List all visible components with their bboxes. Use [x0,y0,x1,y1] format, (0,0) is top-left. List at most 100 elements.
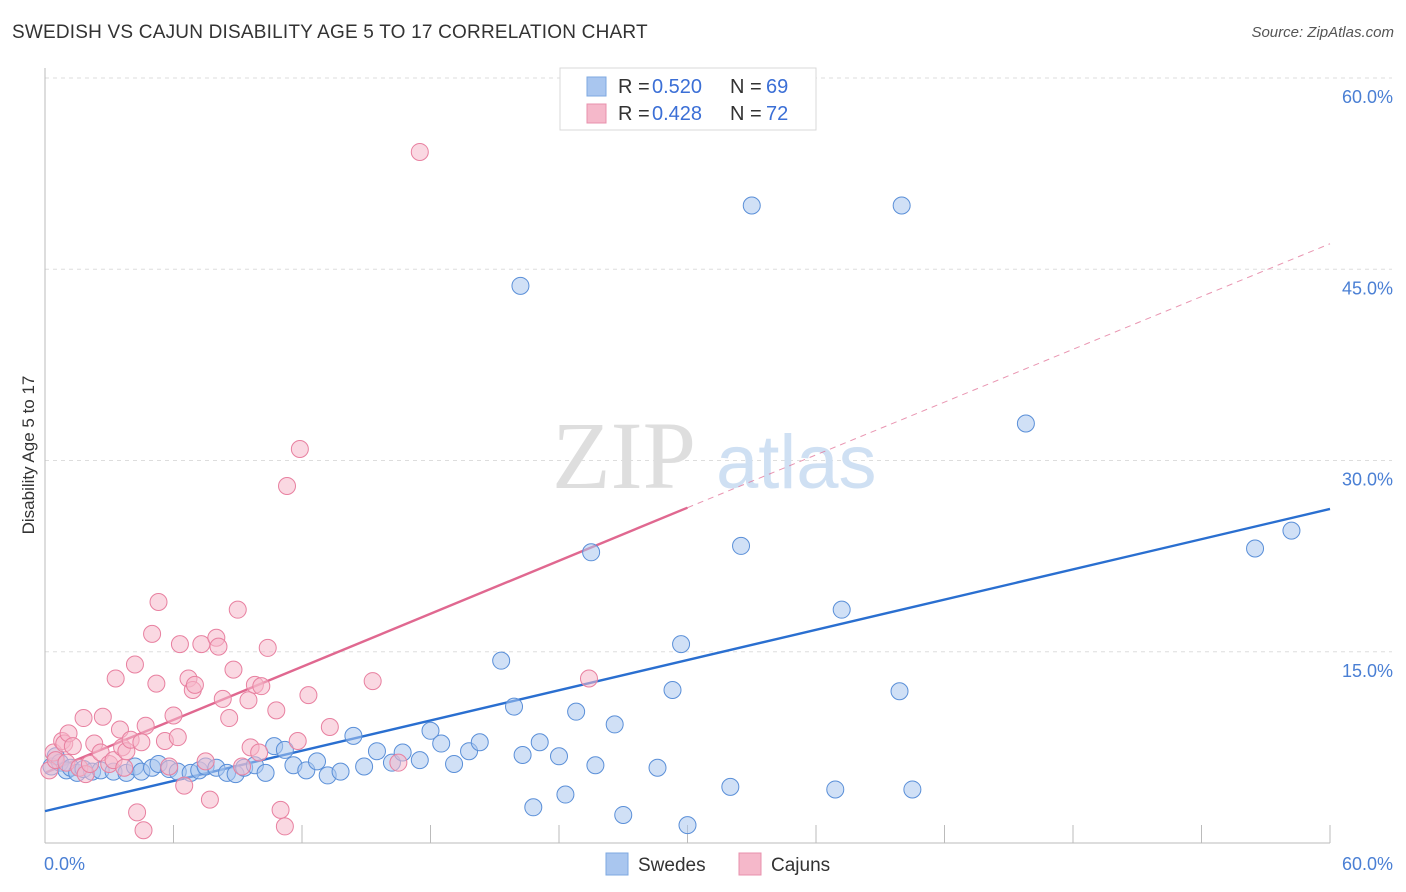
axes [44,68,1331,844]
point-cajuns-55 [267,701,286,720]
point-cajuns-59 [288,732,307,750]
point-swedes-25 [256,763,275,782]
point-swedes-43 [470,733,489,752]
bottom-legend-label-swedes: Swedes [638,855,706,876]
point-cajuns-60 [290,440,309,459]
grid-lines [45,77,1392,653]
point-cajuns-49 [239,691,258,710]
point-cajuns-43 [209,637,228,656]
y-tick-label-3: 60.0% [1342,87,1393,107]
x-tick-labels: 0.0% 60.0% [44,854,1393,874]
point-swedes-40 [432,734,451,753]
bottom-legend-swatch-swedes [605,852,629,876]
point-cajuns-11 [80,754,99,773]
point-cajuns-67 [134,821,153,840]
point-swedes-62 [742,196,761,215]
point-cajuns-45 [220,709,239,728]
point-swedes-63 [826,780,845,799]
point-cajuns-56 [271,800,290,819]
point-swedes-51 [567,702,586,721]
bottom-legend-swatch-cajuns [738,852,762,876]
point-swedes-53 [586,756,605,775]
point-cajuns-61 [299,686,318,705]
point-swedes-41 [445,754,464,773]
point-swedes-48 [530,733,549,752]
point-cajuns-44 [213,689,232,708]
watermark: ZIP atlas [552,402,877,509]
point-swedes-39 [421,721,440,740]
point-cajuns-64 [389,753,408,772]
point-cajuns-66 [579,669,598,688]
x-tick-label-1: 60.0% [1342,854,1393,874]
point-swedes-46 [513,746,532,765]
point-swedes-64 [832,600,851,619]
point-cajuns-33 [168,728,187,747]
point-swedes-32 [331,762,350,781]
legend-n-label-cajuns: N = [730,103,762,125]
point-cajuns-53 [252,677,271,696]
bottom-legend-label-cajuns: Cajuns [771,855,830,876]
point-swedes-57 [663,681,682,699]
point-swedes-35 [367,742,386,761]
point-cajuns-9 [74,709,93,728]
point-cajuns-24 [128,803,147,822]
point-cajuns-17 [106,669,125,688]
legend-box: R = 0.520 N = 69 R = 0.428 N = 72 [559,67,817,131]
point-cajuns-35 [175,776,194,795]
point-cajuns-31 [160,757,179,776]
point-cajuns-62 [320,717,339,736]
point-swedes-70 [511,276,530,295]
point-swedes-44 [492,651,511,670]
point-cajuns-39 [192,635,211,654]
point-swedes-61 [732,536,751,555]
point-cajuns-20 [115,758,134,777]
point-cajuns-52 [250,743,269,762]
point-swedes-59 [678,816,697,835]
point-cajuns-47 [228,600,247,619]
point-swedes-45 [505,697,524,716]
point-swedes-69 [1246,539,1265,558]
legend-n-value-cajuns: 72 [766,103,788,125]
legend-r-value-cajuns: 0.428 [652,103,702,125]
y-tick-label-1: 30.0% [1342,470,1393,490]
point-cajuns-58 [278,477,297,495]
point-swedes-54 [605,715,624,734]
watermark-atlas: atlas [716,420,877,505]
y-axis-title: Disability Age 5 to 17 [19,376,38,535]
legend-r-label-swedes: R = [618,76,650,98]
bottom-legend: Swedes Cajuns [605,852,830,876]
point-cajuns-27 [143,624,162,643]
point-cajuns-63 [363,672,382,691]
point-swedes-56 [648,758,667,777]
x-tick-label-0: 0.0% [44,854,85,874]
point-cajuns-65 [410,142,429,161]
point-swedes-67 [903,780,922,799]
point-swedes-38 [410,751,429,770]
legend-swatch-swedes [586,76,607,97]
point-cajuns-14 [93,707,112,726]
trend-extension-cajuns [687,243,1331,509]
point-cajuns-38 [185,675,204,694]
point-cajuns-48 [233,757,252,776]
point-cajuns-28 [147,674,166,693]
y-tick-labels: 15.0% 30.0% 45.0% 60.0% [1342,87,1393,681]
watermark-zip: ZIP [552,402,696,509]
legend-r-label-cajuns: R = [618,103,650,125]
legend-swatch-cajuns [586,103,607,124]
point-swedes-71 [1282,521,1301,540]
point-swedes-66 [892,196,911,215]
point-cajuns-23 [125,655,144,674]
point-swedes-50 [556,785,575,804]
point-cajuns-54 [258,638,277,657]
point-cajuns-41 [200,790,219,809]
y-tick-label-2: 45.0% [1342,278,1393,298]
point-swedes-65 [890,682,909,701]
point-cajuns-46 [224,660,243,679]
point-swedes-47 [524,798,543,817]
trend-lines [44,243,1331,813]
source-label: Source: ZipAtlas.com [1251,24,1394,41]
point-swedes-60 [721,777,740,796]
point-cajuns-32 [164,706,183,725]
point-swedes-52 [582,543,601,562]
point-swedes-49 [550,747,568,766]
